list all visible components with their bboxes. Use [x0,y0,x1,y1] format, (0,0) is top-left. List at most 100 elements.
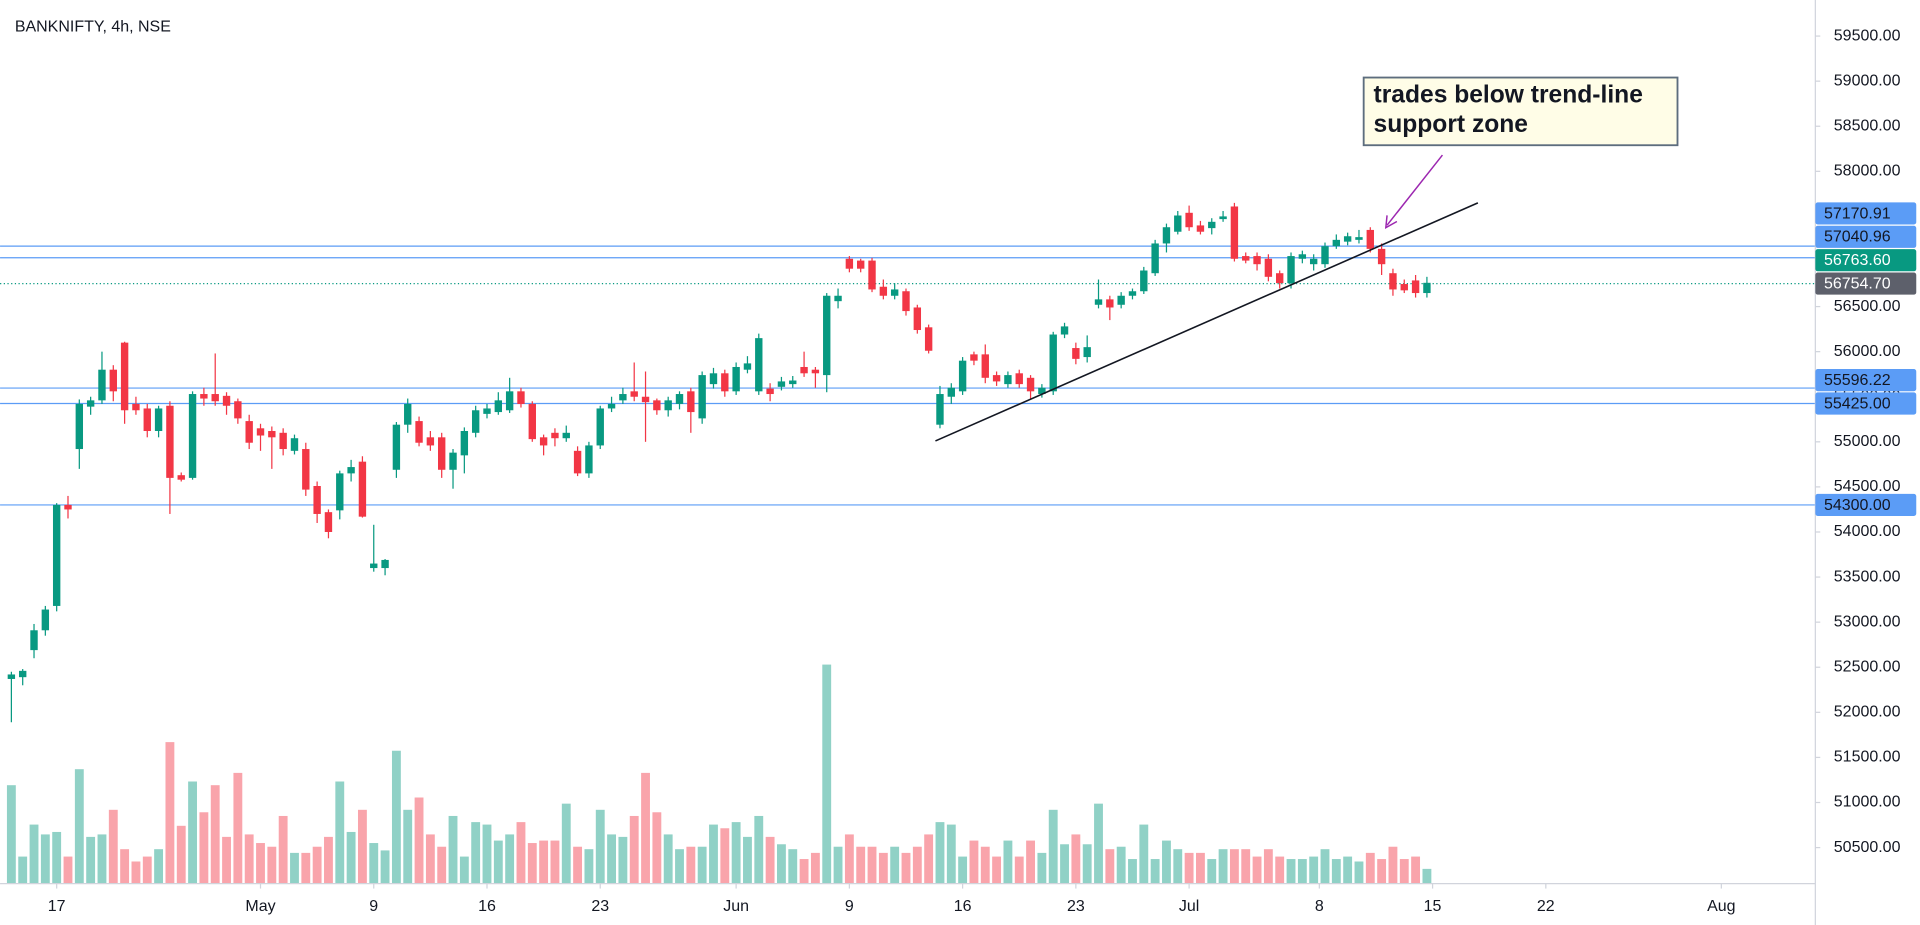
volume-bar [312,846,322,884]
candle-body [800,366,808,374]
candle-body [109,369,117,392]
candle-body [721,373,729,392]
candle-body [890,289,899,296]
volume-bar [1343,856,1353,884]
volume-bar [86,836,96,884]
price-tag-label: 56754.70 [1824,275,1891,292]
volume-bar [1365,852,1375,884]
volume-bar [901,852,911,884]
volume-bar [74,769,84,884]
candle-body [947,387,955,397]
volume-bar [346,831,356,884]
volume-bar [878,852,888,884]
candle-body [607,403,616,409]
candle-body [7,674,16,679]
candle-body [200,394,208,399]
candle-body [936,394,944,425]
candle-body [1196,225,1205,232]
volume-bar [992,856,1002,884]
volume-bar [1195,852,1205,884]
volume-bar [1026,840,1035,884]
x-tick-label: 9 [369,898,378,915]
volume-bar [414,797,424,884]
volume-bar [425,834,435,884]
candle-body [98,369,106,401]
volume-bar [52,831,62,884]
candle-body [709,373,718,385]
candle-body [834,295,842,302]
candle-body [1015,373,1023,385]
y-tick-label: 55000.00 [1834,433,1901,450]
y-tick-label: 51500.00 [1834,749,1901,766]
candle-body [1094,299,1103,305]
candle-body [732,366,740,392]
candle-body [1400,284,1408,291]
volume-bar [97,834,107,884]
volume-bar [108,809,118,884]
volume-bar [1173,849,1183,884]
volume-bar [516,822,526,884]
candle-body [75,403,84,450]
x-tick-label: 17 [48,898,66,915]
candle-body [370,563,378,569]
candle-body [777,381,786,387]
candle-body [1174,215,1182,232]
x-tick-label: Jul [1179,898,1199,915]
x-tick-label: 23 [591,898,609,915]
candle-body [336,473,344,511]
candle-body [188,394,197,478]
volume-bar [6,785,16,884]
candle-body [992,375,1001,382]
trend-line [935,202,1479,442]
volume-bar [1071,834,1081,884]
candle-body [460,431,469,456]
y-tick-label: 53000.00 [1834,613,1901,630]
candle-body [1026,377,1035,392]
volume-bar [1331,859,1341,884]
volume-bar [290,852,299,884]
volume-bar [437,846,447,884]
candle-body [494,400,503,413]
candle-body [1230,206,1239,259]
volume-bar [1286,859,1296,884]
volume-bar [1048,809,1058,884]
volume-bar [833,846,843,884]
candles-layer [7,202,1431,723]
volume-bar [1218,849,1228,884]
volume-bar [1116,846,1126,884]
candle-body [41,609,50,631]
volume-bar [958,856,968,884]
candle-body [1219,216,1227,220]
volume-bar [686,846,696,884]
candle-body [573,450,582,474]
volume-bar [1241,849,1251,884]
x-tick-label: 8 [1315,898,1324,915]
candle-body [143,408,151,432]
candle-body [505,391,514,411]
price-tag-label: 57170.91 [1824,205,1891,222]
candle-body [1343,236,1352,242]
volume-bar [652,812,662,884]
price-tag [1815,392,1917,415]
volume-bar [482,824,492,884]
candle-body [811,369,820,374]
volume-bar [584,849,594,884]
volume-bar [493,840,503,884]
volume-bar [890,846,900,884]
x-tick-label: 16 [478,898,496,915]
x-tick-label: 16 [954,898,972,915]
candle-body [1140,270,1148,292]
volume-bar [629,815,639,884]
volume-bar [844,834,854,884]
y-tick-label: 56000.00 [1834,343,1901,360]
candle-body [279,432,287,450]
candle-body [1264,258,1273,277]
volume-bar [618,836,628,884]
candle-body [675,394,684,404]
candle-body [1423,282,1431,294]
candle-body [211,394,219,402]
volume-bar [935,822,945,884]
candle-body [1185,212,1193,228]
axis-layer: 50500.00 51000.00 51500.00 52000.00 52500.00… [48,27,1917,915]
candle-body [1060,326,1069,335]
